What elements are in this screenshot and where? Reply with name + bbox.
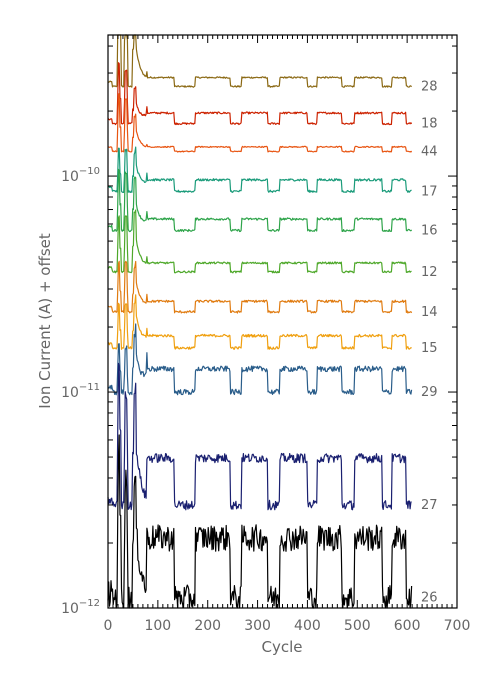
series-label-27: 27 [421, 498, 438, 513]
series-line-12 [107, 209, 412, 274]
x-tick-label: 700 [444, 618, 471, 634]
series-label-16: 16 [421, 223, 438, 238]
series-line-26 [107, 434, 413, 609]
series-layer [107, 34, 413, 609]
series-line-14 [107, 260, 413, 314]
x-tick-label: 0 [104, 618, 113, 634]
series-label-18: 18 [421, 117, 438, 132]
series-label-26: 26 [421, 590, 438, 605]
ticks-layer [107, 35, 458, 609]
series-line-27 [107, 362, 412, 511]
series-line-44 [107, 93, 413, 153]
series-line-18 [107, 62, 413, 126]
x-tick-label: 100 [144, 618, 171, 634]
series-label-28: 28 [421, 79, 438, 94]
series-label-15: 15 [421, 341, 438, 356]
x-tick-label: 600 [394, 618, 421, 634]
series-label-29: 29 [421, 385, 438, 400]
series-label-44: 44 [421, 144, 438, 159]
y-tick-label: 10−10 [61, 166, 100, 185]
series-label-14: 14 [421, 305, 438, 320]
series-label-12: 12 [421, 265, 438, 280]
plot-frame [107, 34, 458, 609]
x-tick-label: 200 [194, 618, 221, 634]
labels-layer: 0 100 200 300 400 500 600 700 10−12 10−11 10−10 28 1… [61, 79, 470, 634]
x-tick-label: 500 [344, 618, 371, 634]
series-line-17 [107, 146, 412, 193]
x-tick-label: 400 [294, 618, 321, 634]
series-line-28 [107, 34, 413, 88]
x-axis-label: Cycle [262, 638, 303, 656]
series-line-16 [107, 168, 413, 233]
series-line-29 [107, 323, 413, 396]
y-tick-label: 10−11 [61, 382, 100, 401]
y-axis-label: Ion Current (A) + offset [36, 233, 54, 409]
x-tick-label: 300 [244, 618, 271, 634]
series-line-15 [107, 294, 412, 350]
series-label-17: 17 [421, 184, 438, 199]
y-tick-label: 10−12 [61, 598, 100, 617]
